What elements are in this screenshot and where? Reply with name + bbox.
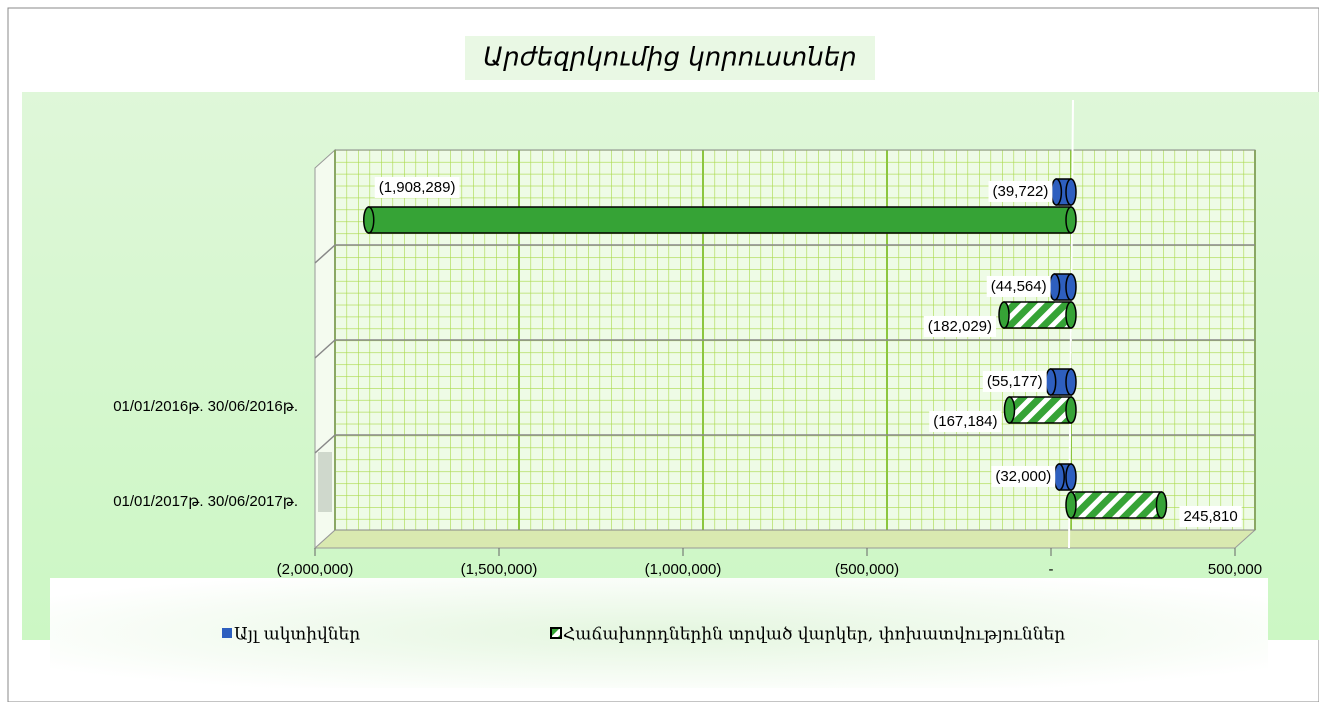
data-label: (182,029) [928, 318, 992, 335]
data-label-box [1179, 505, 1242, 527]
bar-part [367, 206, 1072, 234]
bar-part [362, 206, 375, 234]
bar-part [1053, 463, 1065, 491]
bar [1044, 368, 1077, 396]
band-line [314, 434, 336, 454]
legend-box [50, 578, 1268, 688]
data-label: (55,177) [987, 373, 1043, 390]
bar-part [1065, 178, 1077, 206]
bar [1003, 396, 1077, 424]
bar-part [1065, 368, 1077, 396]
band-line [314, 244, 336, 264]
bar [1048, 273, 1077, 301]
shadow [318, 452, 332, 512]
bar-part [1065, 301, 1077, 329]
band-line [314, 339, 336, 359]
bar-part [1065, 206, 1077, 234]
legend-label: Այլ ակտիվներ [234, 625, 360, 645]
x-tick-label: (500,000) [835, 561, 899, 578]
bar-part [1008, 396, 1072, 424]
data-label-box [929, 410, 1002, 432]
x-tick-label: (2,000,000) [277, 561, 354, 578]
bar-part [1065, 396, 1077, 424]
legend-swatch [222, 628, 232, 638]
bar-part [1065, 273, 1077, 301]
chart-title: Արժեզրկումից կորուստներ [483, 43, 856, 73]
bar [1053, 463, 1077, 491]
data-label-box [986, 275, 1051, 297]
bar-part [1003, 301, 1072, 329]
x-tick-label: - [1049, 561, 1054, 578]
data-label: (39,722) [993, 183, 1049, 200]
bar-part [1048, 273, 1061, 301]
data-label: 245,810 [1183, 508, 1237, 525]
data-label-box [923, 315, 997, 337]
floor [313, 529, 1257, 549]
y-tick-label: 01/01/2017թ. 30/06/2017թ. [113, 493, 298, 510]
data-label-box [991, 465, 1056, 487]
bar-part [1155, 491, 1168, 519]
data-label-box [982, 370, 1047, 392]
title-box [465, 36, 875, 80]
bar-part [1044, 368, 1057, 396]
data-label: (32,000) [995, 468, 1051, 485]
bar [362, 206, 1077, 234]
data-label-box [988, 180, 1053, 202]
bar-part [1003, 396, 1016, 424]
y-tick-label: 01/01/2016թ. 30/06/2016թ. [113, 398, 298, 415]
x-tick-label: (1,000,000) [645, 561, 722, 578]
bar [998, 301, 1077, 329]
data-label: (1,908,289) [379, 179, 456, 196]
bar [1050, 178, 1077, 206]
bar-part [1065, 491, 1077, 519]
data-label: (167,184) [933, 413, 997, 430]
x-tick-label: 500,000 [1208, 561, 1262, 578]
wall-border [334, 149, 1256, 531]
legend-label: Հաճախորդներին տրված վարկեր, փոխատվությու… [563, 625, 1065, 645]
bar [1065, 491, 1168, 519]
x-tick-label: (1,500,000) [461, 561, 538, 578]
bar-part [998, 301, 1010, 329]
data-label: (44,564) [991, 278, 1047, 295]
legend-swatch [550, 627, 562, 639]
data-label-box [374, 176, 460, 198]
bar-part [1065, 463, 1077, 491]
bar-part [1050, 178, 1063, 206]
bar-part [1070, 491, 1163, 519]
